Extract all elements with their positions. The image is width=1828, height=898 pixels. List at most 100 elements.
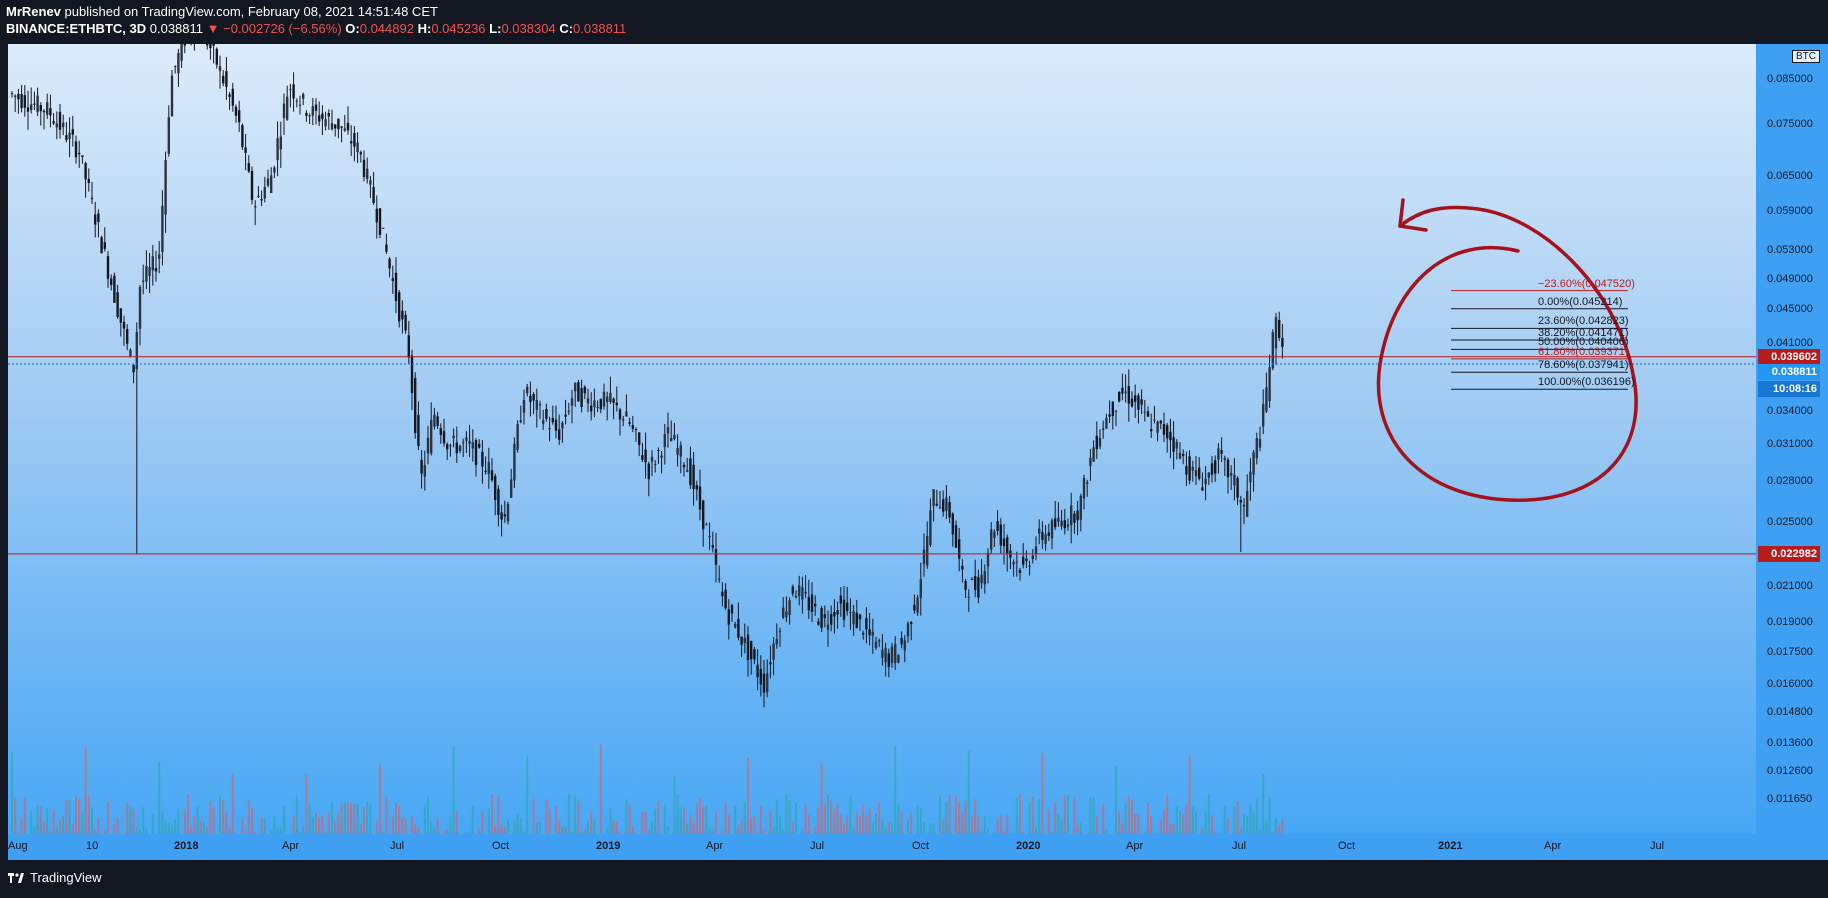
candle-body [778,630,782,632]
candle-body [449,445,452,447]
volume-bar [775,799,778,859]
volume-bar [1038,799,1041,859]
time-axis[interactable] [8,834,1756,860]
price-badge-resistance: 0.039602 [1758,348,1820,365]
candle-body [1217,448,1220,460]
candle-body [990,529,993,550]
volume-bar [427,796,429,859]
candle-body [1130,398,1134,407]
candle-body [410,355,414,394]
volume-bar [526,756,529,859]
candle-body [225,71,228,87]
candle-body [1214,460,1217,474]
candle-body [321,113,324,120]
candle-body [1166,425,1169,439]
candle-body [129,349,132,356]
candle-body [1281,337,1284,347]
candle-body [970,578,974,580]
price-badge-countdown: 10:08:16 [1758,381,1820,398]
candle-body [887,653,890,667]
candlestick-chart[interactable] [8,44,1756,860]
annotation-circle[interactable] [1376,205,1638,502]
candle-body [548,428,551,430]
candle-body [276,138,279,161]
price-axis-label: 0.085000 [1767,73,1813,85]
price-axis[interactable] [1756,44,1828,860]
last-price: 0.038811 [149,21,204,36]
candle-body [68,132,71,140]
candle-body [289,89,292,91]
candle-body [87,178,90,183]
volume-bar [14,798,17,859]
volume-bar [964,801,967,859]
candle-body [919,579,922,598]
candle-body [1012,562,1015,565]
candle-body [244,147,247,153]
candle-body [743,637,746,644]
brand-name: TradingView [30,870,102,885]
annotation-arrow-head[interactable] [1398,198,1428,232]
candle-body [1038,528,1041,534]
candle-body [759,669,762,685]
volume-bar [1063,795,1066,859]
volume-bar [1127,795,1130,859]
candle-body [1162,423,1166,435]
volume-bar [1175,806,1178,859]
fib-level-label: 38.20%(0.041471) [1538,327,1629,339]
author-name[interactable]: MrRenev [6,4,61,19]
candle-body [698,486,702,510]
candle-body [1156,421,1159,433]
volume-bar [609,807,612,859]
candle-body [49,108,52,116]
candle-body [1265,387,1268,412]
candle-body [1092,447,1095,462]
volume-bar [705,805,708,859]
candle-body [590,405,593,412]
candle-body [807,597,810,611]
fib-level-label: 100.00%(0.036196) [1538,376,1635,389]
candle-body [1002,538,1006,547]
volume-bar [567,794,570,859]
volume-bar [654,808,657,859]
volume-bar [452,746,455,859]
volume-bar [836,804,839,859]
candle-body [222,75,225,84]
candle-body [708,535,711,538]
candle-body [647,463,650,480]
candle-body [836,609,839,615]
candle-body [292,84,295,99]
volume-bar [385,797,388,859]
candle-body [452,435,455,439]
volume-bar [1191,806,1194,859]
volume-bar [967,751,970,859]
candle-body [138,287,142,329]
candle-body [337,118,340,130]
price-axis-label: 0.014800 [1767,706,1813,719]
volume-bar [340,804,343,859]
fib-level-label: 23.60%(0.042823) [1538,315,1629,328]
chart-pane[interactable] [8,44,1756,860]
candle-body [10,93,14,95]
candle-body [634,429,638,431]
volume-bar [78,798,81,859]
tradingview-logo[interactable]: TradingView [8,870,102,885]
tradingview-logo-icon [8,872,24,883]
candle-body [695,485,698,490]
volume-bar [545,799,548,859]
candle-body [775,639,778,645]
candle-body [359,152,362,155]
volume-bar [974,799,977,859]
candle-body [103,242,106,249]
currency-tag[interactable]: BTC [1792,50,1820,63]
symbol-name[interactable]: BINANCE:ETHBTC, 3D [6,21,147,36]
candle-body [398,292,401,322]
time-axis-label: Jul [390,840,405,852]
candle-body [817,621,820,625]
candle-body [926,535,929,566]
candle-body [1079,495,1082,520]
candle-body [727,609,730,625]
candle-body [519,420,522,423]
candle-body [273,167,276,173]
volume-bar [958,802,961,859]
volume-bar [1249,803,1252,859]
